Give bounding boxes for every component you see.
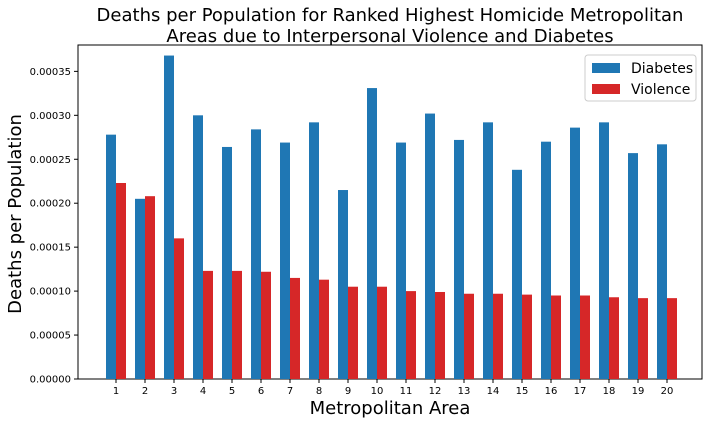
x-tick-label: 7 — [287, 386, 293, 397]
bar-diabetes-11 — [396, 142, 406, 379]
bar-violence-18 — [609, 297, 619, 379]
bar-diabetes-4 — [193, 115, 203, 379]
x-tick-label: 18 — [603, 386, 616, 397]
bar-violence-2 — [145, 196, 155, 379]
plot-area: 0.00000 0.00005 0.00010 0.00015 0.00020 0.000… — [30, 44, 703, 397]
bar-violence-13 — [464, 293, 474, 379]
x-tick-label: 11 — [400, 386, 413, 397]
legend-swatch-violence — [592, 84, 620, 94]
bar-diabetes-5 — [222, 146, 232, 379]
x-tick-label: 9 — [345, 386, 351, 397]
x-tick-label: 17 — [574, 386, 587, 397]
legend: Diabetes Violence — [584, 54, 697, 102]
bar-diabetes-12 — [425, 113, 435, 379]
x-tick-label: 3 — [171, 386, 177, 397]
y-axis-label: Deaths per Population — [5, 114, 26, 314]
x-tick-label: 20 — [661, 386, 674, 397]
bar-diabetes-19 — [628, 153, 638, 379]
y-tick-label: 0.00020 — [30, 199, 71, 210]
bar-diabetes-10 — [367, 88, 377, 379]
bar-violence-12 — [435, 291, 445, 379]
x-tick-label: 10 — [371, 386, 384, 397]
bar-violence-17 — [580, 295, 590, 379]
legend-label-violence: Violence — [631, 82, 690, 98]
bar-diabetes-15 — [512, 169, 522, 379]
bar-violence-10 — [377, 286, 387, 379]
bar-diabetes-2 — [135, 198, 145, 379]
bar-diabetes-18 — [599, 122, 609, 380]
bar-violence-5 — [232, 270, 242, 379]
bar-diabetes-8 — [309, 122, 319, 380]
chart-title-line1: Deaths per Population for Ranked Highest… — [97, 5, 684, 26]
axes-frame — [77, 44, 703, 380]
x-tick-label: 8 — [316, 386, 322, 397]
bar-violence-7 — [290, 277, 300, 379]
bar-diabetes-9 — [338, 190, 348, 379]
bar-violence-11 — [406, 291, 416, 379]
bar-diabetes-17 — [570, 127, 580, 379]
x-tick-label: 14 — [487, 386, 500, 397]
y-tick-label: 0.00025 — [30, 155, 71, 166]
x-tick-label: 19 — [632, 386, 645, 397]
bar-violence-15 — [522, 294, 532, 379]
bar-violence-14 — [493, 293, 503, 379]
bar-violence-19 — [638, 298, 648, 379]
x-tick-label: 5 — [229, 386, 235, 397]
bar-violence-16 — [551, 295, 561, 379]
legend-label-diabetes: Diabetes — [631, 61, 693, 77]
y-tick-label: 0.00035 — [30, 67, 71, 78]
bar-diabetes-14 — [483, 122, 493, 380]
x-tick-label: 15 — [516, 386, 529, 397]
bar-diabetes-3 — [164, 55, 174, 380]
x-tick-label: 12 — [429, 386, 442, 397]
bar-diabetes-16 — [541, 141, 551, 379]
x-tick-label: 4 — [200, 386, 206, 397]
x-tick-label: 16 — [545, 386, 558, 397]
y-tick-label: 0.00010 — [30, 287, 71, 298]
bar-violence-6 — [261, 271, 271, 379]
y-tick-label: 0.00005 — [30, 331, 71, 342]
x-tick-label: 13 — [458, 386, 471, 397]
bar-violence-9 — [348, 286, 358, 379]
y-tick-label: 0.00015 — [30, 243, 71, 254]
bar-violence-8 — [319, 279, 329, 379]
bar-diabetes-1 — [106, 134, 116, 379]
legend-swatch-diabetes — [592, 63, 620, 73]
bar-diabetes-20 — [657, 144, 667, 379]
x-axis-label: Metropolitan Area — [310, 398, 471, 419]
x-tick-label: 6 — [258, 386, 264, 397]
y-tick-label: 0.00030 — [30, 111, 71, 122]
bar-violence-4 — [203, 270, 213, 379]
bar-violence-1 — [116, 182, 126, 379]
bar-diabetes-7 — [280, 142, 290, 379]
x-tick-label: 2 — [142, 386, 148, 397]
bar-diabetes-13 — [454, 139, 464, 379]
bar-diabetes-6 — [251, 129, 261, 379]
bar-violence-20 — [667, 298, 677, 379]
bar-violence-3 — [174, 238, 184, 379]
y-tick-label: 0.00000 — [30, 375, 71, 386]
chart-title-line2: Areas due to Interpersonal Violence and … — [166, 26, 613, 47]
x-tick-label: 1 — [113, 386, 119, 397]
